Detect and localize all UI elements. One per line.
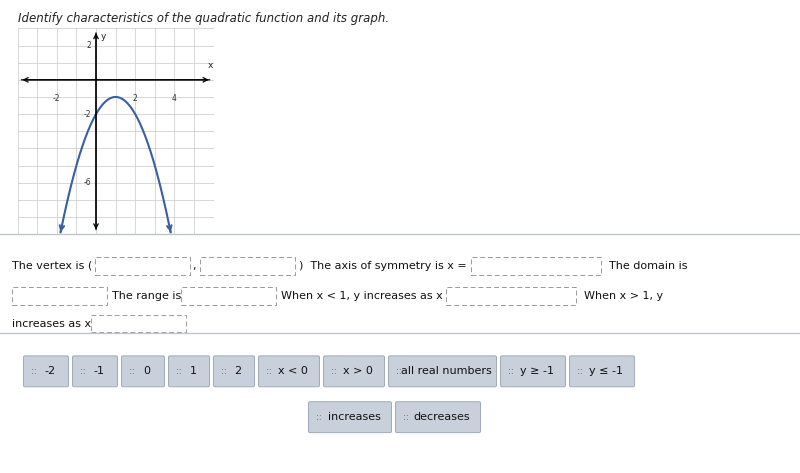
Text: ::: ::: [396, 367, 402, 376]
Text: The range is: The range is: [112, 291, 182, 301]
Text: ::: ::: [176, 367, 182, 376]
Text: x: x: [208, 61, 214, 70]
FancyBboxPatch shape: [181, 287, 276, 305]
FancyBboxPatch shape: [389, 356, 497, 387]
Text: y ≥ -1: y ≥ -1: [520, 367, 554, 377]
Text: y: y: [101, 32, 106, 41]
Text: ::: ::: [129, 367, 134, 376]
Text: When x > 1, y: When x > 1, y: [584, 291, 663, 301]
FancyBboxPatch shape: [323, 356, 385, 387]
Text: x > 0: x > 0: [343, 367, 373, 377]
Text: ::: ::: [80, 367, 86, 376]
Text: -2: -2: [84, 110, 91, 119]
Text: increases: increases: [327, 412, 381, 422]
FancyBboxPatch shape: [501, 356, 566, 387]
FancyBboxPatch shape: [122, 356, 165, 387]
Text: 0: 0: [143, 367, 150, 377]
Text: 2: 2: [86, 41, 91, 50]
Text: -2: -2: [45, 367, 55, 377]
FancyBboxPatch shape: [169, 356, 210, 387]
Text: -6: -6: [83, 178, 91, 187]
FancyBboxPatch shape: [200, 257, 295, 275]
FancyBboxPatch shape: [73, 356, 118, 387]
Text: ::: ::: [266, 367, 272, 376]
Text: )  The axis of symmetry is x =: ) The axis of symmetry is x =: [299, 261, 466, 271]
FancyBboxPatch shape: [471, 257, 601, 275]
Text: The vertex is (: The vertex is (: [12, 261, 92, 271]
FancyBboxPatch shape: [446, 287, 576, 305]
Text: y ≤ -1: y ≤ -1: [589, 367, 623, 377]
Text: x < 0: x < 0: [278, 367, 308, 377]
Text: decreases: decreases: [414, 412, 470, 422]
Text: ::: ::: [221, 367, 226, 376]
FancyBboxPatch shape: [91, 315, 186, 333]
Text: increases as x: increases as x: [12, 318, 91, 329]
Text: -2: -2: [53, 94, 61, 103]
Text: all real numbers: all real numbers: [401, 367, 492, 377]
FancyBboxPatch shape: [309, 402, 391, 433]
FancyBboxPatch shape: [95, 257, 190, 275]
Text: -1: -1: [94, 367, 105, 377]
FancyBboxPatch shape: [23, 356, 69, 387]
Text: ::: ::: [403, 412, 409, 422]
Text: When x < 1, y increases as x: When x < 1, y increases as x: [281, 291, 442, 301]
Text: ::: ::: [508, 367, 514, 376]
Text: ::: ::: [31, 367, 37, 376]
Text: 4: 4: [172, 94, 177, 103]
FancyBboxPatch shape: [258, 356, 319, 387]
FancyBboxPatch shape: [570, 356, 634, 387]
FancyBboxPatch shape: [395, 402, 481, 433]
FancyBboxPatch shape: [214, 356, 254, 387]
Text: 1: 1: [190, 367, 197, 377]
Text: ::: ::: [316, 412, 322, 422]
FancyBboxPatch shape: [12, 287, 107, 305]
Text: 2: 2: [133, 94, 138, 103]
Text: The domain is: The domain is: [609, 261, 687, 271]
Text: ::: ::: [331, 367, 337, 376]
Text: ,: ,: [192, 261, 195, 271]
Text: 2: 2: [234, 367, 242, 377]
Text: ::: ::: [577, 367, 582, 376]
Text: Identify characteristics of the quadratic function and its graph.: Identify characteristics of the quadrati…: [18, 12, 389, 25]
